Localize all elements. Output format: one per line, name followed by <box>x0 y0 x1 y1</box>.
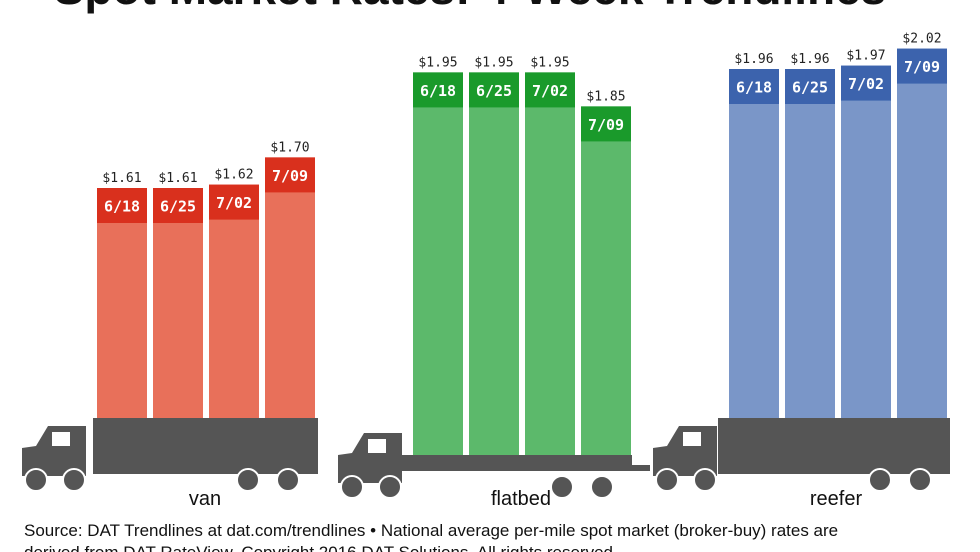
truck-window <box>52 432 70 446</box>
group-label: reefer <box>810 488 863 510</box>
week-label: 7/02 <box>532 82 568 100</box>
week-label: 6/25 <box>160 198 196 216</box>
source-note: Source: DAT Trendlines at dat.com/trendl… <box>24 521 838 540</box>
value-label: $1.96 <box>734 52 773 67</box>
value-label: $1.85 <box>586 89 625 104</box>
week-label: 7/09 <box>904 58 940 76</box>
bar <box>785 69 835 418</box>
truck-wheel <box>868 468 892 492</box>
bar-header <box>897 48 947 84</box>
truck-trailer <box>718 418 950 474</box>
value-label: $1.95 <box>474 55 513 70</box>
bar <box>581 106 631 456</box>
truck-wheel <box>340 475 364 499</box>
value-label: $1.95 <box>530 55 569 70</box>
chart-title: Spot Market Rates: 4-Week Trendlines <box>54 0 887 14</box>
truck-wheel <box>550 475 574 499</box>
value-label: $1.97 <box>846 49 885 64</box>
value-label: $2.02 <box>902 32 941 47</box>
bar <box>209 184 259 418</box>
truck-wheel <box>62 468 86 492</box>
week-label: 6/18 <box>736 79 772 97</box>
bar-header <box>153 188 203 223</box>
bar <box>525 72 575 456</box>
value-label: $1.62 <box>214 168 253 183</box>
bar <box>897 48 947 418</box>
value-label: $1.95 <box>418 55 457 70</box>
truck-wheel <box>655 468 679 492</box>
truck-wheel <box>378 475 402 499</box>
week-label: 7/02 <box>848 75 884 93</box>
group-label: flatbed <box>491 488 551 510</box>
bar-header <box>469 72 519 108</box>
truck-window <box>368 439 386 453</box>
truck-wheel <box>908 468 932 492</box>
week-label: 6/25 <box>476 82 512 100</box>
truck-trailer <box>93 418 318 474</box>
bar <box>729 69 779 418</box>
week-label: 7/09 <box>588 116 624 134</box>
truck-wheel <box>24 468 48 492</box>
truck-wheel <box>236 468 260 492</box>
truck-wheel <box>590 475 614 499</box>
week-label: 6/25 <box>792 79 828 97</box>
bar <box>841 65 891 418</box>
bar-header <box>265 157 315 193</box>
bar-header <box>209 184 259 220</box>
bar-header <box>581 106 631 142</box>
week-label: 7/09 <box>272 167 308 185</box>
truck-deck <box>360 455 632 465</box>
value-label: $1.61 <box>102 171 141 186</box>
value-label: $1.70 <box>270 140 309 155</box>
bar-header <box>97 188 147 223</box>
bar-header <box>841 65 891 101</box>
truck-frame <box>398 465 650 471</box>
bar <box>469 72 519 456</box>
value-label: $1.96 <box>790 52 829 67</box>
week-label: 6/18 <box>420 82 456 100</box>
truck-wheel <box>693 468 717 492</box>
bar <box>97 188 147 418</box>
bar-header <box>729 69 779 104</box>
source-note: derived from DAT RateView. Copyright 201… <box>24 543 618 552</box>
value-label: $1.61 <box>158 171 197 186</box>
bar <box>265 157 315 418</box>
bar-header <box>525 72 575 108</box>
bar-header <box>413 72 463 108</box>
bar-header <box>785 69 835 104</box>
bar <box>153 188 203 418</box>
truck-wheel <box>276 468 300 492</box>
week-label: 7/02 <box>216 194 252 212</box>
bar <box>413 72 463 456</box>
group-label: van <box>189 488 221 510</box>
truck-window <box>683 432 701 446</box>
week-label: 6/18 <box>104 198 140 216</box>
